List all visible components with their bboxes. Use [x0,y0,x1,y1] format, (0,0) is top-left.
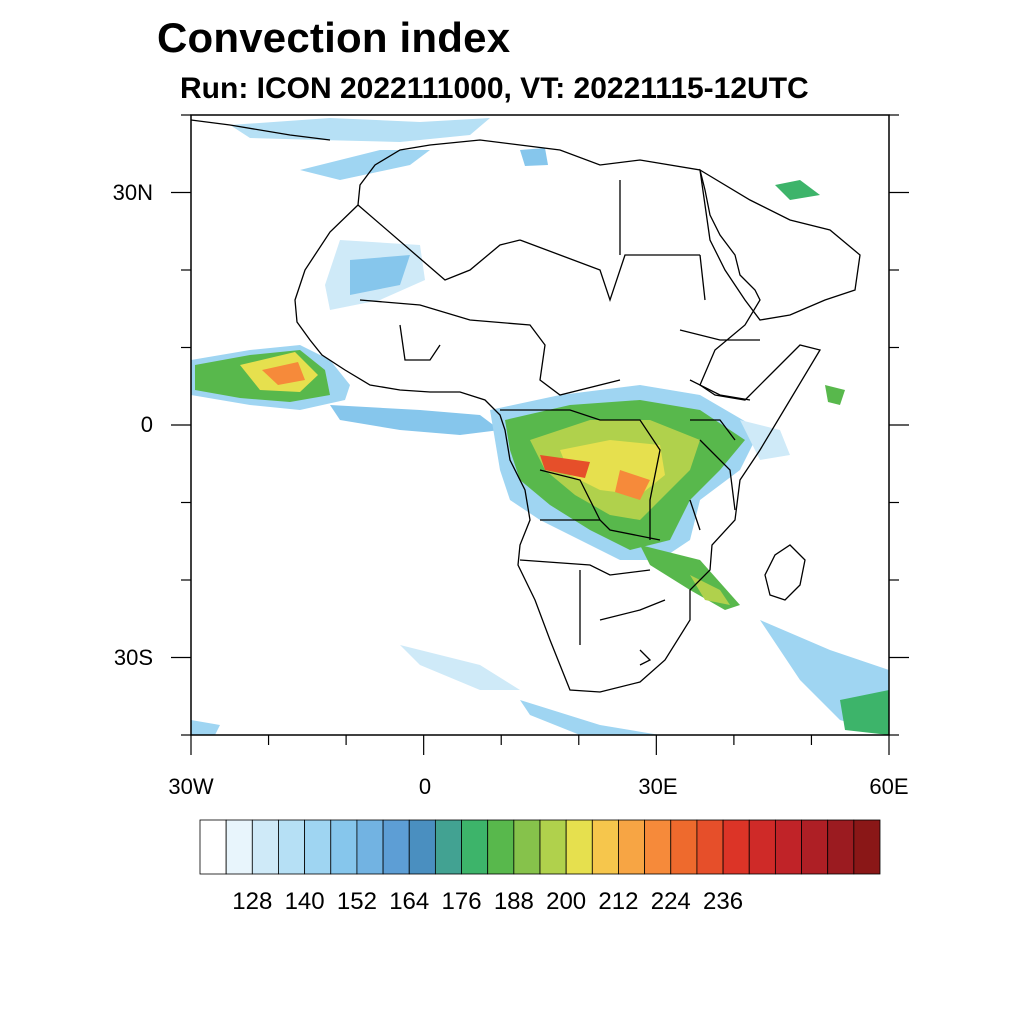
field-sw-indian-core [840,690,889,735]
field-southern-streak-2 [520,700,660,735]
colorbar-box [330,819,358,875]
colorbar-box [539,819,567,875]
colorbar-tick-label: 212 [598,888,639,915]
colorbar-box [774,819,802,875]
lon-label-0: 0 [418,774,432,799]
colorbar-box [382,819,410,875]
colorbar-box [225,819,253,875]
lon-label-30e: 30E [638,774,678,799]
chart-title: Convection index [157,14,511,61]
colorbar-box [408,819,436,875]
colorbar-box [434,819,462,875]
colorbar-box [670,819,698,875]
field-congo-core-east [615,470,650,500]
arabian-peninsula [699,168,861,321]
field-sahara-core [350,255,410,295]
colorbar-box [278,819,306,875]
colorbar [199,819,881,875]
lon-label-30w: 30W [168,774,214,799]
colorbar-box [644,819,672,875]
colorbar-box [487,819,515,875]
colorbar-tick-label: 140 [284,888,325,915]
colorbar-box [199,819,227,875]
colorbar-box [565,819,593,875]
lon-label-60e: 60E [869,774,909,799]
border-congo [500,409,661,540]
border-egypt-sudan [619,180,706,301]
field-indian-ocean-cell [825,385,845,405]
colorbar-box [304,819,332,875]
colorbar-tick-label: 128 [232,888,273,915]
coastlines-borders [191,119,861,693]
field-congo-core-west [540,455,590,478]
africa-coastline [294,139,822,693]
colorbar-box [356,819,384,875]
colorbar-tick-label: 236 [703,888,744,915]
colorbar-box [827,819,855,875]
field-med-cell [520,148,548,166]
border-sahel [359,299,621,396]
border-angola-zambia [519,519,661,576]
field-maghreb [300,150,430,180]
colorbar-box [251,819,279,875]
field-mozambique-core [690,575,730,605]
field-southern-streak-1 [400,645,520,690]
field-equatorial-band [330,405,500,435]
lat-label-30s: 30S [113,645,153,670]
field-horn-coast [740,420,790,460]
colorbar-box [618,819,646,875]
iberia-coast [191,119,331,141]
colorbar-box [748,819,776,875]
colorbar-box [513,819,541,875]
field-gulf-cell [775,180,820,200]
colorbar-tick-label: 152 [336,888,377,915]
colorbar-box [696,819,724,875]
border-sahara [519,239,700,303]
colorbar-box [801,819,829,875]
field-sw-corner [191,720,220,735]
madagascar [764,544,806,601]
field-atlantic-core [262,362,305,385]
colorbar-box [461,819,489,875]
colorbar-box [591,819,619,875]
border-maghreb [357,204,521,281]
axis-ticks [171,114,909,755]
lat-label-30n: 30N [112,180,153,205]
colorbar-tick-label: 188 [493,888,534,915]
chart-subtitle: Run: ICON 2022111000, VT: 20221115-12UTC [180,72,809,105]
colorbar-box [853,819,881,875]
colorbar-tick-label: 176 [441,888,482,915]
colorbar-tick-label: 164 [389,888,430,915]
convection-field [191,118,889,735]
lat-label-0: 0 [140,412,153,437]
border-southern [579,570,666,666]
colorbar-tick-label: 224 [650,888,691,915]
border-east [689,419,736,531]
border-ethiopia [679,329,760,401]
colorbar-tick-label: 200 [546,888,587,915]
border-westafrica [399,324,441,361]
colorbar-box [722,819,750,875]
